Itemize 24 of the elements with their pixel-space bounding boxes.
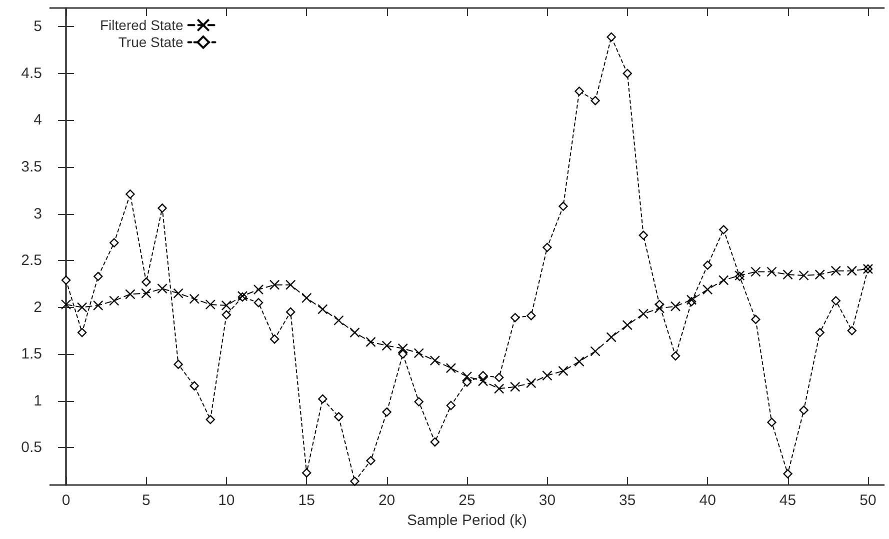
x-tick-label: 50 xyxy=(860,492,876,509)
x-tick-label: 30 xyxy=(538,492,556,509)
x-tick-label: 25 xyxy=(458,492,476,509)
legend-label: True State xyxy=(118,34,184,50)
x-tick-label: 40 xyxy=(699,492,716,509)
x-tick-label: 10 xyxy=(218,492,235,509)
y-tick-label: 5 xyxy=(34,18,42,36)
y-tick-label: 1.5 xyxy=(21,346,42,363)
y-tick-label: 0.5 xyxy=(21,439,42,456)
y-tick-label: 3 xyxy=(34,205,42,222)
y-tick-label: 3.5 xyxy=(21,158,42,176)
x-tick-label: 0 xyxy=(62,492,70,509)
x-tick-label: 35 xyxy=(619,492,636,509)
x-tick-label: 15 xyxy=(298,492,315,509)
x-tick-label: 5 xyxy=(142,492,150,509)
x-tick-label: 45 xyxy=(779,492,796,509)
y-tick-label: 2.5 xyxy=(21,252,42,270)
y-tick-label: 4 xyxy=(34,112,42,129)
x-axis-title: Sample Period (k) xyxy=(406,512,528,529)
y-tick-label: 2 xyxy=(34,298,42,316)
legend-label: Filtered State xyxy=(100,17,184,34)
y-tick-label: 4.5 xyxy=(21,64,42,82)
y-tick-label: 1 xyxy=(34,392,42,410)
x-tick-label: 20 xyxy=(378,492,396,509)
